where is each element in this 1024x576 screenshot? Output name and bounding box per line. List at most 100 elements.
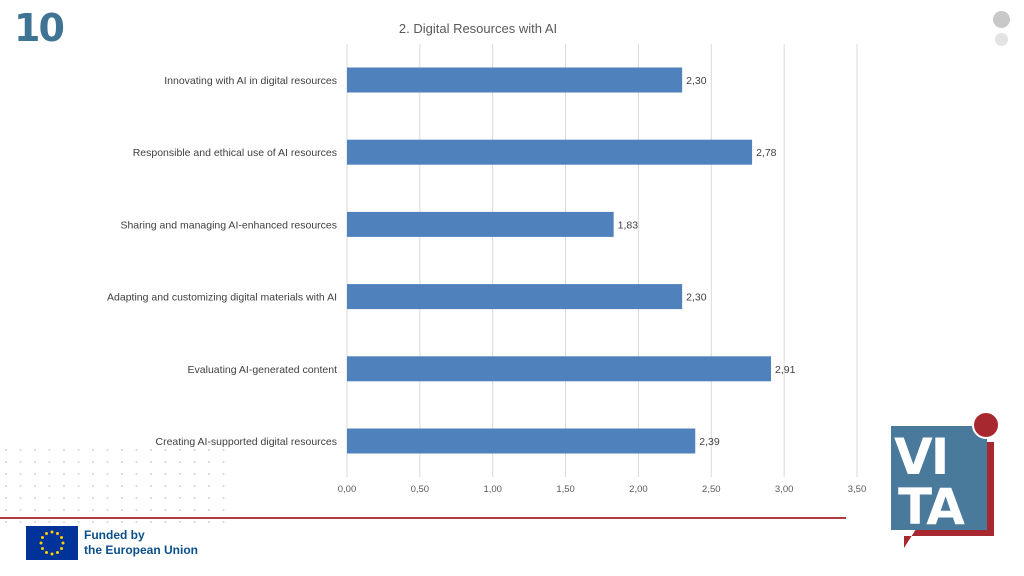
pattern-dot bbox=[4, 508, 8, 512]
bar bbox=[347, 284, 683, 310]
data-label: 1,83 bbox=[618, 219, 639, 231]
bar bbox=[347, 356, 772, 382]
eu-star-icon bbox=[45, 531, 48, 535]
pattern-dot bbox=[178, 520, 182, 524]
pattern-dot bbox=[33, 472, 37, 476]
pattern-dot bbox=[4, 496, 8, 500]
data-label: 2,30 bbox=[686, 75, 707, 87]
pattern-dot bbox=[33, 520, 37, 524]
pattern-dot bbox=[222, 508, 225, 512]
pattern-dot bbox=[91, 448, 95, 452]
pattern-dot bbox=[48, 460, 51, 464]
pattern-dot bbox=[149, 520, 153, 524]
pattern-dot bbox=[178, 448, 182, 452]
footer-divider bbox=[0, 517, 846, 519]
pattern-dot bbox=[77, 472, 80, 476]
pattern-dot bbox=[120, 448, 124, 452]
pattern-dot bbox=[19, 448, 22, 452]
pattern-dot bbox=[33, 484, 37, 488]
pattern-dot bbox=[193, 508, 196, 512]
x-tick-label: 2,50 bbox=[702, 484, 721, 495]
pattern-dot bbox=[4, 448, 8, 452]
pattern-dot bbox=[62, 520, 66, 524]
pattern-dot bbox=[149, 460, 153, 464]
pattern-dot bbox=[106, 484, 109, 488]
pattern-dot bbox=[178, 496, 182, 500]
data-label: 2,30 bbox=[686, 292, 707, 304]
pattern-dot bbox=[193, 520, 196, 524]
pattern-dot bbox=[19, 496, 22, 500]
pattern-dot bbox=[207, 472, 211, 476]
bar bbox=[347, 211, 614, 237]
pattern-dot bbox=[77, 496, 80, 500]
pattern-dot bbox=[193, 472, 196, 476]
pattern-dot bbox=[91, 472, 95, 476]
nav-dot-secondary-icon[interactable] bbox=[995, 33, 1008, 46]
eu-star-icon bbox=[40, 547, 44, 550]
pattern-dot bbox=[91, 496, 95, 500]
chart-title: 2. Digital Resources with AI bbox=[398, 21, 558, 36]
category-label: Sharing and managing AI-enhanced resourc… bbox=[120, 219, 337, 231]
pattern-dot bbox=[120, 496, 124, 500]
pattern-dot bbox=[19, 520, 22, 524]
pattern-dot bbox=[62, 472, 66, 476]
pattern-dot bbox=[120, 460, 124, 464]
eu-star-icon bbox=[50, 552, 54, 556]
pattern-dot bbox=[207, 460, 211, 464]
pattern-dot bbox=[222, 496, 225, 500]
pattern-dot bbox=[120, 484, 124, 488]
x-tick-label: 3,50 bbox=[848, 484, 867, 495]
pattern-dot bbox=[149, 448, 153, 452]
pattern-dot bbox=[91, 484, 95, 488]
pattern-dot bbox=[120, 520, 124, 524]
pattern-dot bbox=[106, 472, 109, 476]
pattern-dot bbox=[33, 448, 37, 452]
x-tick-label: 1,00 bbox=[483, 484, 502, 495]
dot-pattern-decoration bbox=[4, 448, 225, 524]
pattern-dot bbox=[48, 520, 51, 524]
data-label: 2,91 bbox=[775, 364, 796, 376]
bar bbox=[347, 139, 753, 165]
pattern-dot bbox=[4, 472, 8, 476]
bar bbox=[347, 428, 696, 454]
category-label: Innovating with AI in digital resources bbox=[164, 75, 337, 87]
x-tick-label: 0,50 bbox=[411, 484, 430, 495]
pattern-dot bbox=[135, 472, 138, 476]
pattern-dot bbox=[19, 508, 22, 512]
pattern-dot bbox=[135, 448, 138, 452]
pattern-dot bbox=[62, 484, 66, 488]
pattern-dot bbox=[207, 448, 211, 452]
x-tick-label: 1,50 bbox=[556, 484, 575, 495]
eu-star-icon bbox=[45, 551, 48, 555]
pattern-dot bbox=[19, 460, 22, 464]
pattern-dot bbox=[164, 508, 167, 512]
pattern-dot bbox=[222, 448, 225, 452]
pattern-dot bbox=[19, 484, 22, 488]
pattern-dot bbox=[193, 496, 196, 500]
pattern-dot bbox=[106, 448, 109, 452]
pattern-dot bbox=[106, 496, 109, 500]
eu-star-icon bbox=[39, 541, 43, 545]
pattern-dot bbox=[149, 496, 153, 500]
pattern-dot bbox=[135, 484, 138, 488]
nav-dot-primary-icon[interactable] bbox=[993, 11, 1010, 28]
pattern-dot bbox=[106, 508, 109, 512]
pattern-dot bbox=[178, 472, 182, 476]
pattern-dot bbox=[19, 472, 22, 476]
pattern-dot bbox=[48, 448, 51, 452]
pattern-dot bbox=[77, 520, 80, 524]
eu-star-icon bbox=[40, 536, 44, 539]
pattern-dot bbox=[62, 508, 66, 512]
pattern-dot bbox=[164, 460, 167, 464]
eu-star-icon bbox=[56, 531, 59, 535]
pattern-dot bbox=[33, 508, 37, 512]
eu-star-icon bbox=[56, 551, 59, 555]
x-tick-label: 0,00 bbox=[338, 484, 357, 495]
pattern-dot bbox=[91, 520, 95, 524]
pattern-dot bbox=[207, 496, 211, 500]
pattern-dot bbox=[207, 508, 211, 512]
pattern-dot bbox=[222, 460, 225, 464]
pattern-dot bbox=[62, 496, 66, 500]
pattern-dot bbox=[164, 448, 167, 452]
